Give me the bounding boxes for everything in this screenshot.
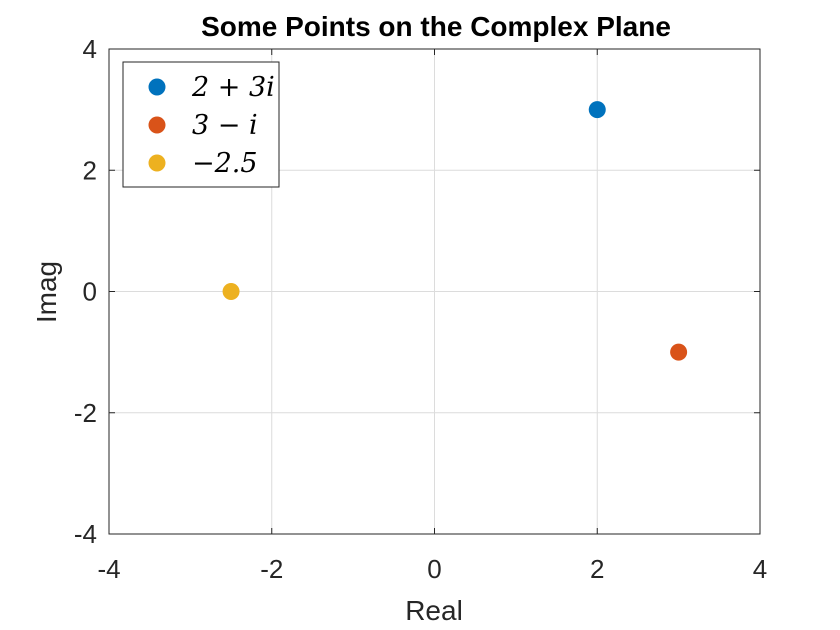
legend-label-3: −2.5: [192, 148, 258, 179]
legend-marker-1: [148, 78, 166, 96]
x-tick-label: -2: [260, 554, 283, 584]
y-axis-label: Imag: [31, 261, 62, 323]
data-point-1: [588, 101, 606, 119]
x-tick-labels: -4 -2 0 2 4: [97, 554, 767, 584]
legend-marker-3: [148, 154, 166, 172]
data-point-3: [222, 283, 240, 300]
legend-label-2: 3 − i: [192, 110, 258, 141]
x-axis-label: Real: [405, 595, 463, 626]
y-tick-labels: -4 -2 0 2 4: [74, 34, 97, 549]
y-tick-label: 0: [83, 277, 97, 307]
legend: 2 + 3i 3 − i −2.5: [122, 61, 280, 188]
data-points: [222, 101, 688, 361]
x-tick-label: 2: [590, 554, 604, 584]
x-tick-label: 4: [753, 554, 767, 584]
legend-label-1: 2 + 3i: [191, 72, 275, 103]
plot-frame: [108, 48, 761, 535]
x-tick-label: 0: [427, 554, 441, 584]
y-tick-label: 2: [83, 155, 97, 185]
x-tick-label: -4: [97, 554, 120, 584]
y-tick-label: -2: [74, 398, 97, 428]
y-tick-label: -4: [74, 519, 97, 549]
y-tick-label: 4: [83, 34, 97, 64]
chart-title: Some Points on the Complex Plane: [201, 11, 671, 42]
legend-box: [122, 61, 280, 188]
legend-marker-2: [148, 116, 166, 134]
data-point-2: [670, 343, 688, 361]
